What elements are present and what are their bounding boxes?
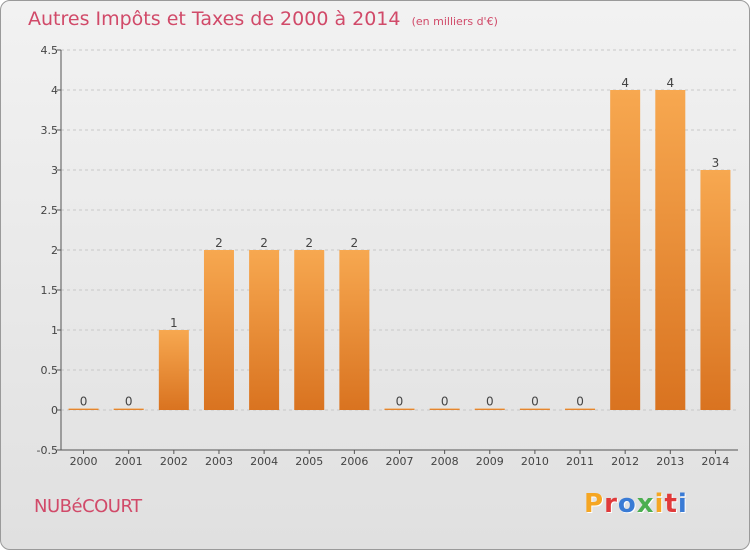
y-tick-label: 1.5 xyxy=(41,284,59,297)
bar xyxy=(700,170,731,410)
data-label: 0 xyxy=(576,395,584,409)
data-label: 0 xyxy=(486,395,494,409)
bar xyxy=(519,408,550,410)
title-unit: (en milliers d'€) xyxy=(411,15,498,28)
x-tick-label: 2012 xyxy=(611,455,639,468)
bar xyxy=(429,408,460,410)
bar xyxy=(565,408,596,410)
bar xyxy=(294,250,325,410)
y-tick-label: 3 xyxy=(51,164,58,177)
title-main: Autres Impôts et Taxes de 2000 à 2014 xyxy=(28,8,401,30)
y-tick-label: 1 xyxy=(51,324,58,337)
bar xyxy=(474,408,505,410)
x-tick-label: 2013 xyxy=(656,455,684,468)
chart-title: Autres Impôts et Taxes de 2000 à 2014 (e… xyxy=(28,8,498,30)
data-label: 2 xyxy=(215,236,223,250)
y-tick-label: 3.5 xyxy=(41,124,59,137)
x-tick-label: 2003 xyxy=(205,455,233,468)
logo-letter: P xyxy=(584,489,605,519)
x-tick-label: 2006 xyxy=(340,455,368,468)
x-tick-label: 2000 xyxy=(70,455,98,468)
x-tick-label: 2008 xyxy=(431,455,459,468)
x-tick-label: 2001 xyxy=(115,455,143,468)
data-label: 2 xyxy=(305,236,313,250)
bar xyxy=(249,250,280,410)
bar xyxy=(610,90,641,410)
bar xyxy=(203,250,234,410)
bar xyxy=(655,90,686,410)
bar xyxy=(68,408,99,410)
y-tick-label: 2.5 xyxy=(41,204,59,217)
logo-letter: t xyxy=(664,489,678,519)
y-tick-label: 0 xyxy=(51,404,58,417)
bar xyxy=(158,330,189,410)
logo-letter: o xyxy=(617,489,637,519)
x-tick-label: 2011 xyxy=(566,455,594,468)
data-label: 0 xyxy=(531,395,539,409)
bar xyxy=(384,408,415,410)
data-label: 1 xyxy=(170,316,178,330)
data-label: 4 xyxy=(666,76,674,90)
data-label: 4 xyxy=(621,76,629,90)
x-tick-label: 2002 xyxy=(160,455,188,468)
data-label: 2 xyxy=(260,236,268,250)
proxiti-logo: Proxiti xyxy=(584,489,688,519)
x-tick-label: 2007 xyxy=(386,455,414,468)
x-tick-label: 2010 xyxy=(521,455,549,468)
logo-letter: r xyxy=(604,489,618,519)
logo-letter: i xyxy=(654,489,665,519)
data-label: 2 xyxy=(351,236,359,250)
data-label: 0 xyxy=(441,395,449,409)
y-tick-label: 4.5 xyxy=(41,44,59,57)
data-label: 3 xyxy=(712,156,720,170)
x-tick-label: 2009 xyxy=(476,455,504,468)
data-label: 0 xyxy=(396,395,404,409)
bar xyxy=(339,250,370,410)
x-tick-label: 2004 xyxy=(250,455,278,468)
data-label: 0 xyxy=(125,395,133,409)
data-label: 0 xyxy=(80,395,88,409)
x-tick-label: 2005 xyxy=(295,455,323,468)
y-tick-label: 2 xyxy=(51,244,58,257)
logo-letter: x xyxy=(636,489,655,519)
y-tick-label: 4 xyxy=(51,84,58,97)
logo-letter: i xyxy=(677,489,688,519)
y-tick-label: -0.5 xyxy=(37,444,58,457)
bar xyxy=(113,408,144,410)
y-tick-label: 0.5 xyxy=(41,364,59,377)
x-tick-label: 2014 xyxy=(701,455,729,468)
town-name: NUBéCOURT xyxy=(34,496,142,517)
